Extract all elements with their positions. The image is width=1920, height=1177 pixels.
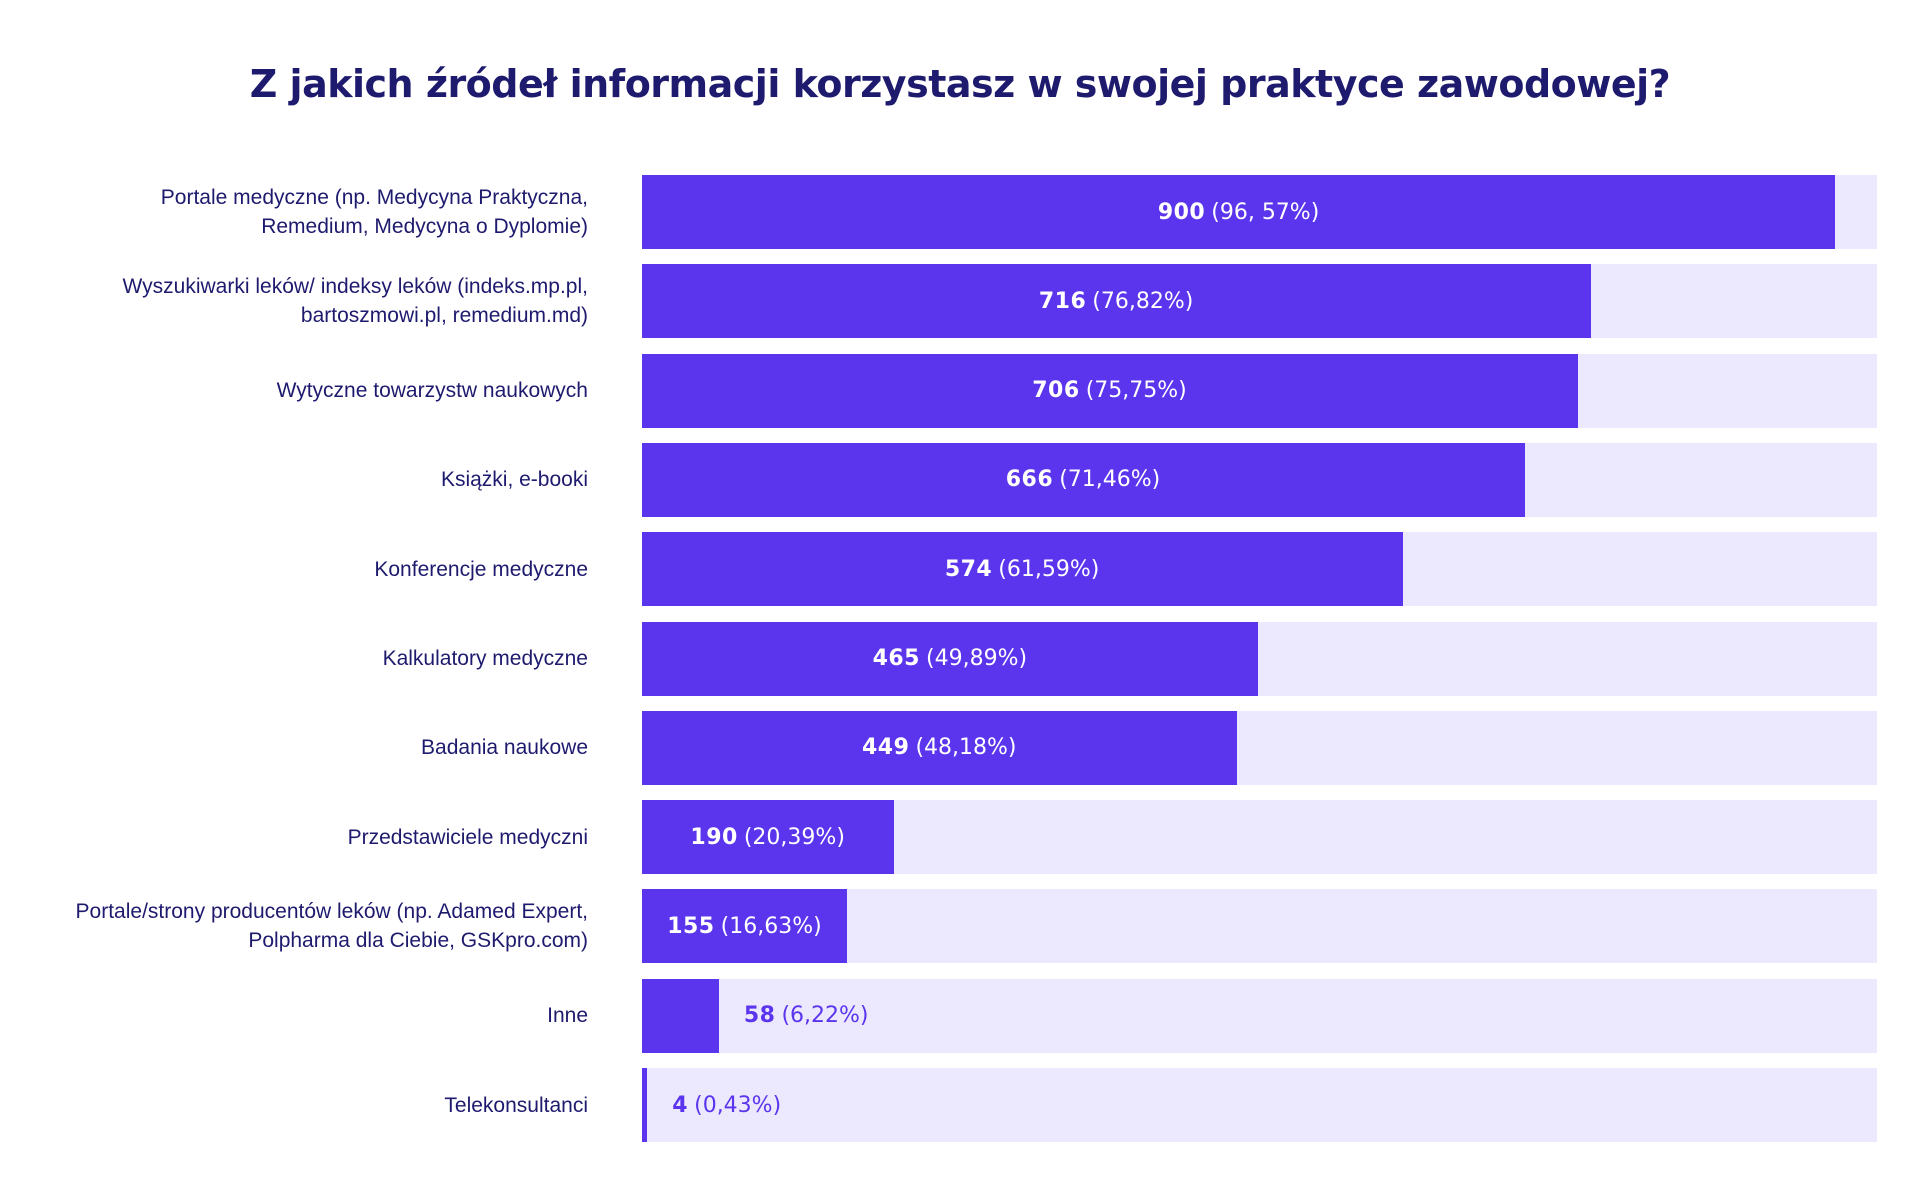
bar-track: 465 (49,89%) <box>642 621 1877 696</box>
value-label: 465 <box>872 646 920 671</box>
data-label: 4 (0,43%) <box>672 1068 781 1142</box>
percent-label: (16,63%) <box>720 913 822 939</box>
bar <box>642 175 1835 249</box>
percent-label: (61,59%) <box>998 556 1100 582</box>
bar-row: Kalkulatory medyczne 465 (49,89%) <box>0 621 1920 696</box>
value-label: 58 <box>743 1003 776 1029</box>
bar-row: Telekonsultanci 4 (0,43%) <box>0 1068 1920 1142</box>
bar-row: Przedstawiciele medyczni 190 (20,39%) <box>0 800 1920 875</box>
bar <box>642 532 1403 607</box>
percent-label: (48,18%) <box>915 735 1017 761</box>
bar <box>642 978 719 1053</box>
percent-label: (0,43%) <box>694 1092 782 1118</box>
bar <box>642 1068 648 1142</box>
value-label: 190 <box>690 824 738 850</box>
data-label: 465 (49,89%) <box>873 622 1028 696</box>
value-label: 449 <box>862 735 910 761</box>
bar-row: Książki, e-booki 666 (71,46%) <box>0 442 1920 517</box>
bar <box>642 710 1238 785</box>
value-label: 706 <box>1032 378 1080 404</box>
bar-row: Badania naukowe 449 (48,18%) <box>0 710 1920 785</box>
value-label: 155 <box>667 913 715 939</box>
category-label: Badania naukowe <box>421 736 588 760</box>
bar-row: Konferencje medyczne 574 (61,59%) <box>0 532 1920 607</box>
chart-title: Z jakich źródeł informacji korzystasz w … <box>249 62 1671 106</box>
percent-label: (76,82%) <box>1092 288 1194 314</box>
percent-label: (71,46%) <box>1059 467 1161 493</box>
bar-track: 706 (75,75%) <box>642 353 1877 428</box>
category-label: Portale medyczne (np. Medycyna Praktyczn… <box>160 186 588 238</box>
bar-row: Wyszukiwarki leków/ indeksy leków (indek… <box>0 264 1920 339</box>
percent-label: (96, 57%) <box>1211 199 1320 225</box>
bar-track: 716 (76,82%) <box>642 264 1877 339</box>
category-label: Wyszukiwarki leków/ indeksy leków (indek… <box>122 275 588 328</box>
percent-label: (6,22%) <box>781 1003 869 1029</box>
bar <box>642 621 1259 696</box>
data-label: 449 (48,18%) <box>862 711 1017 785</box>
bar-row: Portale/strony producentów leków (np. Ad… <box>0 889 1920 964</box>
category-label: Książki, e-booki <box>440 468 588 492</box>
bar-track: 449 (48,18%) <box>642 710 1877 785</box>
value-label: 574 <box>944 556 993 582</box>
category-label: Kalkulatory medyczne <box>382 647 588 670</box>
category-label: Inne <box>547 1004 588 1028</box>
data-label: 900 (96, 57%) <box>1158 175 1319 249</box>
data-label: 574 (61,59%) <box>945 532 1100 606</box>
category-label: Wytyczne towarzystw naukowych <box>276 379 588 403</box>
category-label: Konferencje medyczne <box>374 557 588 581</box>
value-label: 4 <box>672 1092 689 1118</box>
data-label: 58 (6,22%) <box>744 979 869 1053</box>
bar-track: 666 (71,46%) <box>642 442 1877 517</box>
bar <box>642 442 1525 517</box>
bar <box>642 353 1578 428</box>
bar-track: 155 (16,63%) <box>642 889 1877 964</box>
category-label: Przedstawiciele medyczni <box>347 825 588 849</box>
bar-row: Inne 58 (6,22%) <box>0 978 1920 1053</box>
percent-label: (20,39%) <box>743 824 845 850</box>
bar <box>642 889 848 964</box>
bar <box>642 800 894 875</box>
bar-track: 900 (96, 57%) <box>642 175 1877 249</box>
value-label: 900 <box>1157 199 1206 225</box>
data-label: 716 (76,82%) <box>1039 264 1194 338</box>
percent-label: (49,89%) <box>926 646 1028 671</box>
bar-row: Wytyczne towarzystw naukowych 706 (75,75%) <box>0 353 1920 428</box>
category-label: Telekonsultanci <box>444 1093 588 1117</box>
data-label: 706 (75,75%) <box>1032 354 1187 428</box>
percent-label: (75,75%) <box>1085 378 1187 404</box>
bar-track: 4 (0,43%) <box>642 1068 1877 1142</box>
data-label: 155 (16,63%) <box>667 889 822 963</box>
bar-row: Portale medyczne (np. Medycyna Praktyczn… <box>0 175 1920 249</box>
category-label: Portale/strony producentów leków (np. Ad… <box>75 900 588 953</box>
bar-track: 190 (20,39%) <box>642 800 1877 875</box>
data-label: 666 (71,46%) <box>1006 443 1161 517</box>
bar-track: 58 (6,22%) <box>642 978 1877 1053</box>
bar <box>642 264 1591 339</box>
bar-track: 574 (61,59%) <box>642 532 1877 607</box>
value-label: 716 <box>1038 288 1087 314</box>
data-label: 190 (20,39%) <box>690 800 845 874</box>
value-label: 666 <box>1005 467 1054 493</box>
